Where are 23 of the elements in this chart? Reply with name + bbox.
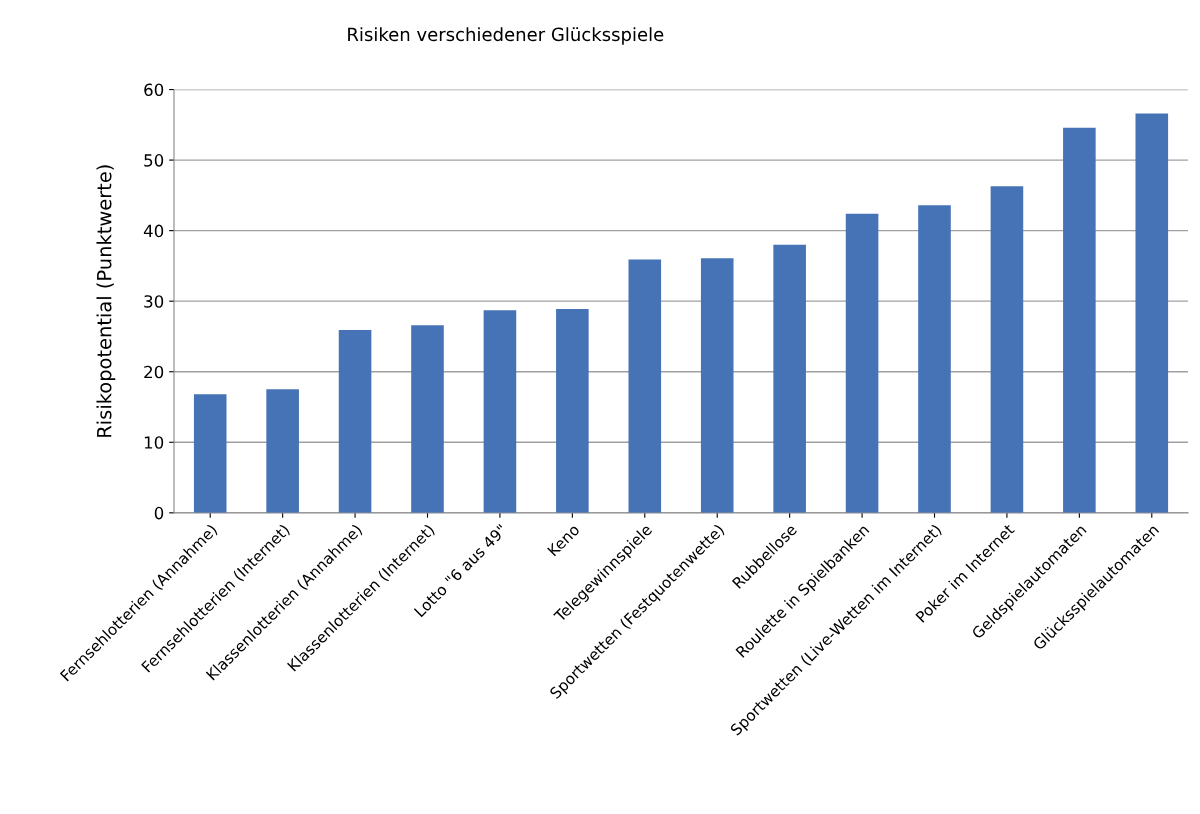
y-tick-label: 40 <box>143 224 164 238</box>
bar <box>918 205 951 513</box>
bar <box>1063 127 1096 513</box>
bar <box>845 213 879 513</box>
bar <box>990 186 1024 513</box>
bar <box>1135 113 1169 513</box>
bar <box>193 394 227 513</box>
bar <box>338 330 372 513</box>
bar <box>556 308 589 513</box>
bar <box>773 244 806 513</box>
bar <box>483 310 517 513</box>
y-tick-label: 20 <box>144 365 164 379</box>
bar <box>411 325 444 513</box>
bar <box>700 258 734 513</box>
y-axis-title: Risikopotential (Punktwerte) <box>96 165 116 437</box>
y-tick-label: 10 <box>144 436 164 449</box>
y-tick-label: 60 <box>144 83 164 97</box>
bar <box>628 259 662 513</box>
chart-title: Risiken verschiedener Glücksspiele <box>348 27 664 45</box>
y-tick-label: 30 <box>144 295 164 308</box>
bar <box>266 389 299 513</box>
y-tick-label: 0 <box>154 506 164 520</box>
y-tick-label: 50 <box>144 154 164 167</box>
